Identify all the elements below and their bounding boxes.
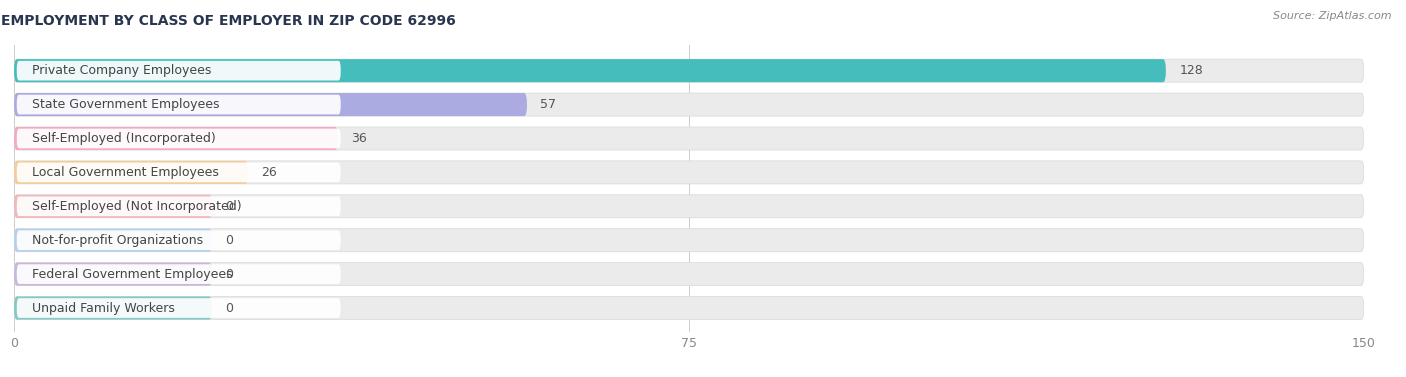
FancyBboxPatch shape (14, 195, 212, 218)
Text: 128: 128 (1180, 64, 1204, 77)
Text: 0: 0 (225, 234, 233, 247)
FancyBboxPatch shape (17, 95, 340, 114)
FancyBboxPatch shape (14, 59, 1364, 82)
FancyBboxPatch shape (17, 264, 340, 284)
FancyBboxPatch shape (14, 161, 1364, 184)
FancyBboxPatch shape (14, 296, 1364, 320)
Text: EMPLOYMENT BY CLASS OF EMPLOYER IN ZIP CODE 62996: EMPLOYMENT BY CLASS OF EMPLOYER IN ZIP C… (0, 14, 456, 28)
Text: State Government Employees: State Government Employees (32, 98, 219, 111)
Text: Unpaid Family Workers: Unpaid Family Workers (32, 302, 174, 314)
FancyBboxPatch shape (14, 263, 212, 286)
Text: Self-Employed (Not Incorporated): Self-Employed (Not Incorporated) (32, 200, 242, 213)
FancyBboxPatch shape (14, 161, 247, 184)
Text: 0: 0 (225, 268, 233, 280)
FancyBboxPatch shape (14, 263, 1364, 286)
FancyBboxPatch shape (17, 129, 340, 148)
Text: Self-Employed (Incorporated): Self-Employed (Incorporated) (32, 132, 215, 145)
FancyBboxPatch shape (14, 195, 1364, 218)
Text: 57: 57 (540, 98, 557, 111)
Text: 0: 0 (225, 200, 233, 213)
FancyBboxPatch shape (14, 229, 212, 252)
Text: Private Company Employees: Private Company Employees (32, 64, 211, 77)
FancyBboxPatch shape (14, 127, 1364, 150)
FancyBboxPatch shape (17, 230, 340, 250)
Text: 0: 0 (225, 302, 233, 314)
Text: 26: 26 (262, 166, 277, 179)
FancyBboxPatch shape (14, 229, 1364, 252)
FancyBboxPatch shape (14, 93, 527, 116)
FancyBboxPatch shape (14, 296, 212, 320)
Text: Not-for-profit Organizations: Not-for-profit Organizations (32, 234, 204, 247)
Text: Federal Government Employees: Federal Government Employees (32, 268, 232, 280)
Text: Source: ZipAtlas.com: Source: ZipAtlas.com (1274, 11, 1392, 21)
FancyBboxPatch shape (17, 196, 340, 216)
FancyBboxPatch shape (14, 93, 1364, 116)
Text: Local Government Employees: Local Government Employees (32, 166, 219, 179)
Text: 36: 36 (352, 132, 367, 145)
FancyBboxPatch shape (17, 298, 340, 318)
FancyBboxPatch shape (14, 127, 337, 150)
FancyBboxPatch shape (14, 59, 1166, 82)
FancyBboxPatch shape (17, 162, 340, 182)
FancyBboxPatch shape (17, 61, 340, 81)
